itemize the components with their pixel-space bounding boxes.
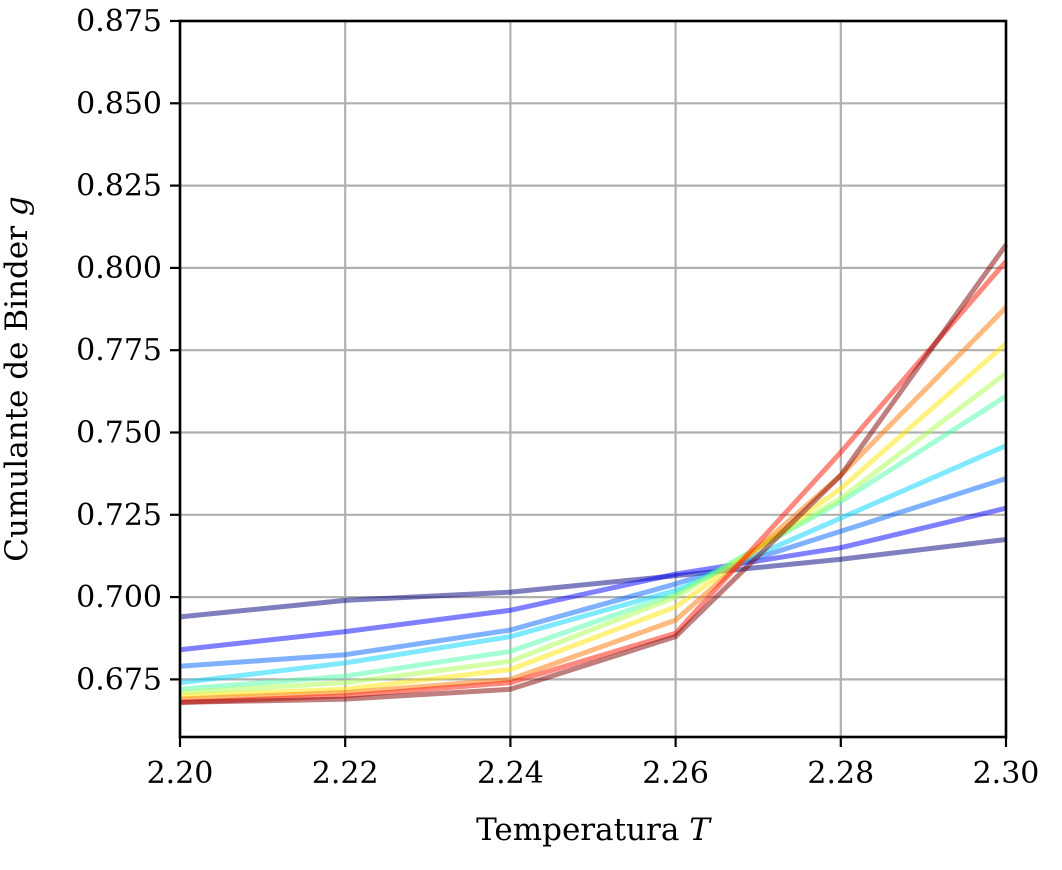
- y-axis-label: Cumulante de Binder g: [0, 196, 35, 562]
- x-tick-label: 2.20: [147, 756, 214, 791]
- y-tick-label: 0.800: [76, 251, 162, 286]
- x-tick-label: 2.26: [642, 756, 709, 791]
- y-axis-label-text: Cumulante de Binder: [0, 226, 35, 562]
- x-axis-label-var: T: [689, 812, 712, 848]
- plot-frame: [178, 19, 1008, 739]
- series-line-9: [179, 259, 1008, 705]
- y-tick-label: 0.775: [76, 333, 162, 368]
- x-tick-label: 2.30: [973, 756, 1040, 791]
- x-axis-label: Temperatura T: [476, 812, 712, 848]
- y-tick-label: 0.825: [76, 169, 162, 204]
- y-tick-label: 0.750: [76, 415, 162, 450]
- series-line-3: [179, 476, 1007, 669]
- x-tick-label: 2.22: [312, 756, 379, 791]
- series-line-2: [179, 505, 1007, 653]
- x-tick-label: 2.24: [477, 756, 544, 791]
- y-tick-label: 0.725: [76, 498, 162, 533]
- x-tick-label: 2.28: [807, 756, 874, 791]
- y-tick-label: 0.875: [76, 4, 162, 39]
- y-tick-label: 0.675: [76, 662, 162, 697]
- series-line-8: [179, 305, 1008, 702]
- y-tick-label: 0.700: [76, 580, 162, 615]
- x-axis-ticks: 2.20 2.22 2.24 2.26 2.28 2.30: [147, 737, 1040, 791]
- series-line-1: [179, 536, 1007, 620]
- series-lines: [179, 243, 1009, 705]
- x-axis-label-text: Temperatura: [476, 812, 679, 848]
- y-axis-label-var: g: [0, 196, 35, 216]
- series-line-6: [179, 371, 1008, 696]
- series-line-10: [179, 243, 1009, 705]
- series-line-7: [179, 341, 1008, 699]
- series-line-4: [179, 443, 1008, 686]
- y-gridlines: [180, 19, 1006, 681]
- series-line-5: [179, 394, 1008, 692]
- y-axis-ticks: 0.675 0.700 0.725 0.750 0.775 0.800 0.825 0.850…: [76, 4, 180, 697]
- y-tick-label: 0.850: [76, 86, 162, 121]
